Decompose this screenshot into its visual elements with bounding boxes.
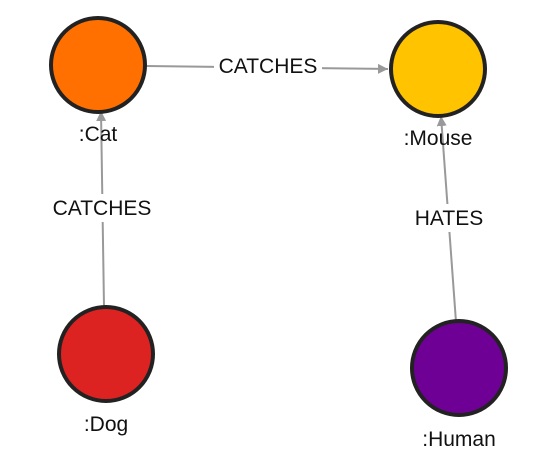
node-cat[interactable]: :Cat [49, 16, 147, 146]
node-circle [57, 305, 155, 403]
node-label-cat: :Cat [79, 123, 118, 146]
node-dog[interactable]: :Dog [57, 305, 155, 436]
node-label-dog: :Dog [84, 413, 128, 436]
edge-label-catches: CATCHES [53, 197, 152, 220]
node-human[interactable]: :Human [410, 319, 508, 451]
edge-cat-catches-mouse[interactable]: CATCHES [145, 52, 389, 80]
edge-label-hates: HATES [415, 207, 483, 230]
node-circle [389, 20, 487, 118]
node-label-human: :Human [422, 428, 496, 451]
edge-human-hates-mouse[interactable]: HATES [408, 115, 490, 323]
node-mouse[interactable]: :Mouse [389, 20, 487, 150]
edge-label-catches: CATCHES [219, 55, 318, 78]
node-label-mouse: :Mouse [404, 127, 473, 150]
node-circle [410, 319, 508, 417]
edge-dog-catches-cat[interactable]: CATCHES [48, 110, 158, 308]
node-circle [49, 16, 147, 114]
